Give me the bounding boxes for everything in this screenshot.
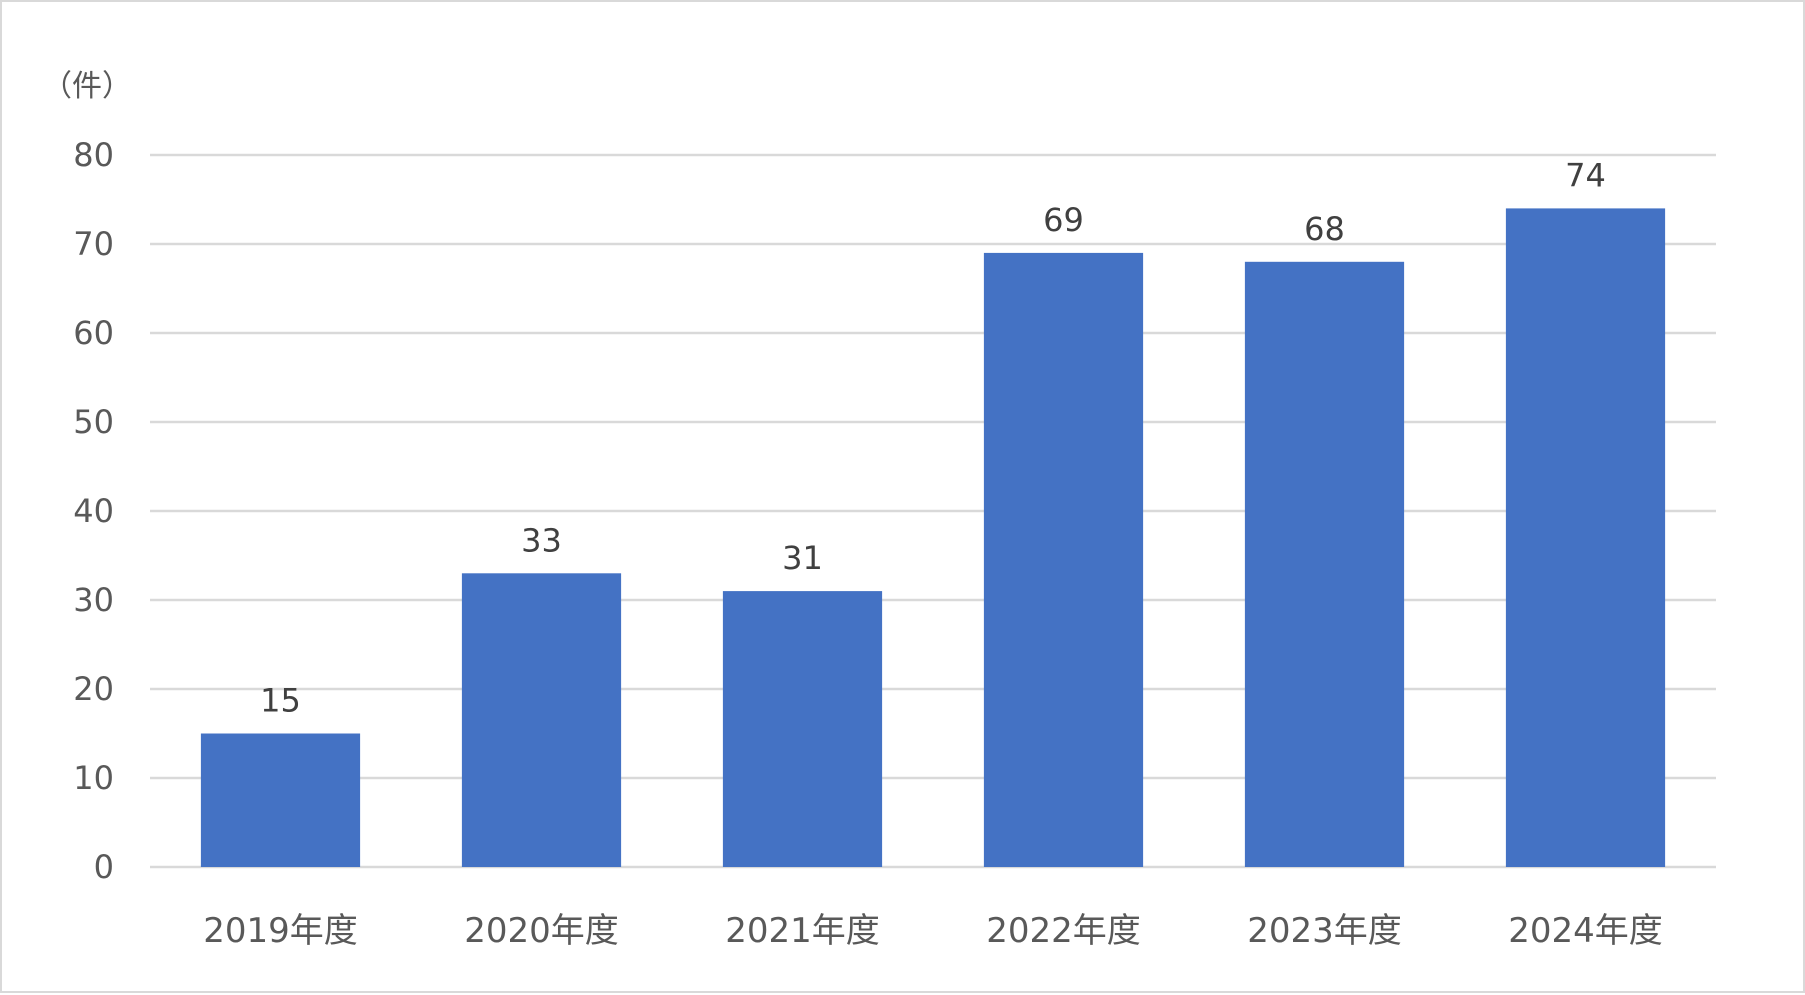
x-tick-label: 2019年度	[203, 911, 358, 951]
bar	[200, 733, 361, 867]
bar	[983, 252, 1144, 867]
y-axis-ticks: 0 10 20 30 40 50 60 70 80	[73, 136, 114, 886]
x-tick-label: 2021年度	[725, 911, 880, 951]
y-axis-unit-label: （件）	[42, 69, 132, 104]
data-label: 15	[260, 682, 301, 720]
x-axis-labels: 2019年度 2020年度 2021年度 2022年度 2023年度 2024年度	[203, 911, 1663, 951]
x-tick-label: 2024年度	[1508, 911, 1663, 951]
y-tick-label: 70	[73, 225, 114, 263]
data-label: 31	[782, 539, 823, 577]
bar	[461, 573, 622, 867]
data-label: 74	[1565, 156, 1606, 194]
bars	[200, 208, 1666, 867]
y-tick-label: 30	[73, 581, 114, 619]
bar	[722, 591, 883, 867]
x-tick-label: 2022年度	[986, 911, 1141, 951]
x-tick-label: 2020年度	[464, 911, 619, 951]
data-label: 69	[1043, 201, 1084, 239]
y-tick-label: 60	[73, 314, 114, 352]
y-tick-label: 80	[73, 136, 114, 174]
x-tick-label: 2023年度	[1247, 911, 1402, 951]
data-labels: 15 33 31 69 68 74	[260, 156, 1606, 719]
bar	[1505, 208, 1666, 867]
y-tick-label: 20	[73, 670, 114, 708]
y-tick-label: 10	[73, 759, 114, 797]
y-tick-label: 50	[73, 403, 114, 441]
y-tick-label: 40	[73, 492, 114, 530]
data-label: 33	[521, 521, 562, 559]
y-tick-label: 0	[94, 848, 114, 886]
data-label: 68	[1304, 210, 1345, 248]
bar	[1244, 261, 1405, 867]
gridlines	[150, 153, 1716, 869]
